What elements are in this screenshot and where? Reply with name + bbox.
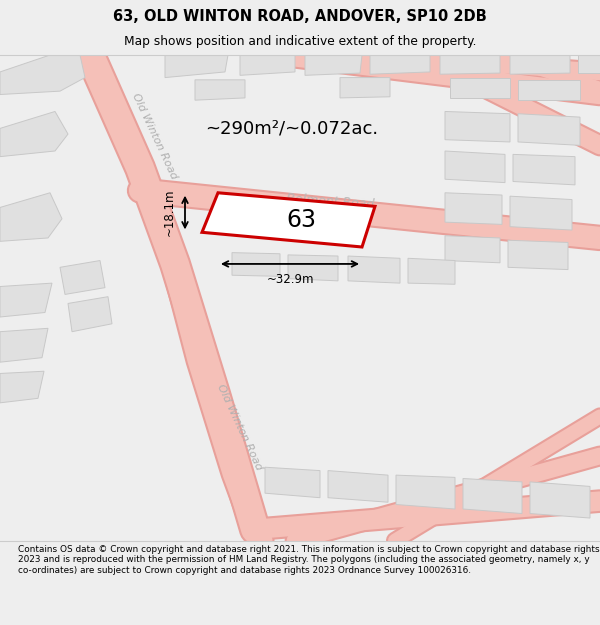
- Polygon shape: [408, 258, 455, 284]
- Polygon shape: [445, 236, 500, 262]
- Polygon shape: [530, 482, 590, 518]
- Text: Contains OS data © Crown copyright and database right 2021. This information is : Contains OS data © Crown copyright and d…: [18, 545, 599, 574]
- Text: Map shows position and indicative extent of the property.: Map shows position and indicative extent…: [124, 35, 476, 48]
- Text: Old Winton Road: Old Winton Road: [215, 383, 265, 472]
- Polygon shape: [396, 475, 455, 509]
- Polygon shape: [518, 114, 580, 146]
- Polygon shape: [440, 55, 500, 74]
- Polygon shape: [0, 55, 85, 94]
- Polygon shape: [450, 78, 510, 98]
- Polygon shape: [578, 55, 600, 73]
- Polygon shape: [0, 111, 68, 157]
- Text: 63, OLD WINTON ROAD, ANDOVER, SP10 2DB: 63, OLD WINTON ROAD, ANDOVER, SP10 2DB: [113, 9, 487, 24]
- Polygon shape: [508, 240, 568, 269]
- Polygon shape: [518, 80, 580, 100]
- Polygon shape: [510, 196, 572, 230]
- Polygon shape: [0, 192, 62, 241]
- Polygon shape: [0, 371, 44, 403]
- Polygon shape: [0, 283, 52, 317]
- Polygon shape: [202, 192, 375, 247]
- Polygon shape: [165, 55, 228, 78]
- Polygon shape: [510, 55, 570, 74]
- Polygon shape: [445, 151, 505, 182]
- Polygon shape: [240, 55, 295, 76]
- Text: ~18.1m: ~18.1m: [163, 189, 176, 236]
- Polygon shape: [68, 297, 112, 332]
- Polygon shape: [445, 111, 510, 142]
- Polygon shape: [305, 55, 362, 76]
- Polygon shape: [232, 253, 280, 276]
- Polygon shape: [328, 471, 388, 502]
- Text: ~32.9m: ~32.9m: [266, 273, 314, 286]
- Text: 63: 63: [286, 208, 316, 232]
- Polygon shape: [463, 479, 522, 514]
- Text: Belmont Road: Belmont Road: [286, 192, 374, 211]
- Polygon shape: [370, 55, 430, 74]
- Polygon shape: [513, 154, 575, 185]
- Text: Old Winton Road: Old Winton Road: [131, 92, 179, 181]
- Polygon shape: [340, 78, 390, 98]
- Polygon shape: [288, 255, 338, 281]
- Polygon shape: [265, 468, 320, 498]
- Polygon shape: [195, 80, 245, 100]
- Polygon shape: [0, 328, 48, 362]
- Polygon shape: [60, 261, 105, 294]
- Text: ~290m²/~0.072ac.: ~290m²/~0.072ac.: [205, 119, 379, 138]
- Polygon shape: [445, 192, 502, 224]
- Polygon shape: [348, 256, 400, 283]
